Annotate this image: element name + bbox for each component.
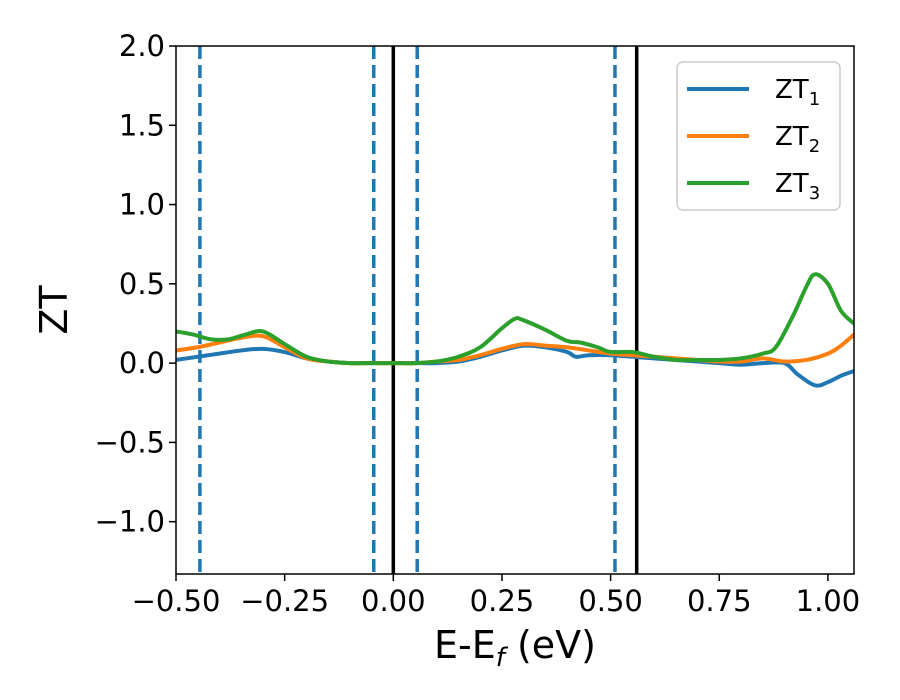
x-axis-title-main: E-E [434,623,496,667]
y-tick-label: 2.0 [119,29,165,63]
series-line-zt3 [176,272,854,366]
legend-label-zt2: ZT2 [775,122,820,157]
x-tick-label: −0.50 [132,584,221,618]
x-tick-label: 0.00 [361,584,426,618]
plot-area-frame [175,45,855,575]
x-axis: −0.50 −0.25 0.00 0.25 0.50 0.75 1.00 [132,574,861,618]
y-axis-title: ZT [32,285,76,335]
y-tick-label: −1.0 [95,505,165,539]
x-tick-label: 0.75 [687,584,752,618]
y-tick-label: −0.5 [95,425,165,459]
x-axis-title-suffix: (eV) [505,623,596,667]
legend-label-zt3: ZT3 [775,169,820,204]
x-axis-title: E-Ef (eV) [434,623,596,673]
legend: ZT1 ZT2 ZT3 [676,61,841,211]
x-tick-label: 0.50 [578,584,643,618]
y-tick-label: 1.0 [119,188,165,222]
legend-box [676,61,841,211]
x-tick-label: 1.00 [796,584,861,618]
vertical-reference-lines [198,46,639,574]
x-tick-label: 0.25 [470,584,535,618]
y-tick-label: 0.0 [119,346,165,380]
x-tick-label: −0.25 [240,584,329,618]
y-tick-label: 1.5 [119,108,165,142]
y-axis: −1.0 −0.5 0.0 0.5 1.0 1.5 2.0 [95,29,176,539]
series-layer [176,272,854,388]
legend-label-zt1: ZT1 [775,75,820,110]
y-tick-label: 0.5 [119,267,165,301]
series-line-zt2 [176,332,854,366]
